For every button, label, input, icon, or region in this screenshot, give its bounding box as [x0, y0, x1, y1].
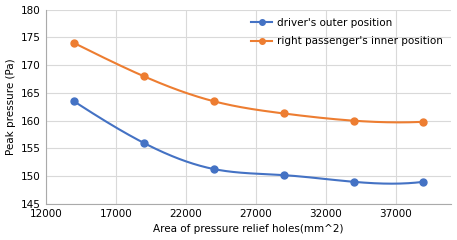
- driver's outer position: [211, 168, 217, 170]
- right passenger's inner position: [71, 42, 77, 44]
- driver's outer position: [281, 174, 287, 177]
- driver's outer position: [71, 100, 77, 103]
- Line: right passenger's inner position: right passenger's inner position: [70, 39, 427, 125]
- driver's outer position: [141, 141, 147, 144]
- Line: driver's outer position: driver's outer position: [70, 98, 427, 185]
- driver's outer position: [421, 180, 426, 183]
- Legend: driver's outer position, right passenger's inner position: driver's outer position, right passenger…: [248, 15, 446, 49]
- right passenger's inner position: [421, 120, 426, 123]
- Y-axis label: Peak pressure (Pa): Peak pressure (Pa): [5, 59, 16, 155]
- driver's outer position: [351, 180, 356, 183]
- X-axis label: Area of pressure relief holes(mm^2): Area of pressure relief holes(mm^2): [154, 224, 344, 234]
- right passenger's inner position: [141, 75, 147, 78]
- right passenger's inner position: [351, 119, 356, 122]
- right passenger's inner position: [211, 100, 217, 103]
- right passenger's inner position: [281, 112, 287, 115]
